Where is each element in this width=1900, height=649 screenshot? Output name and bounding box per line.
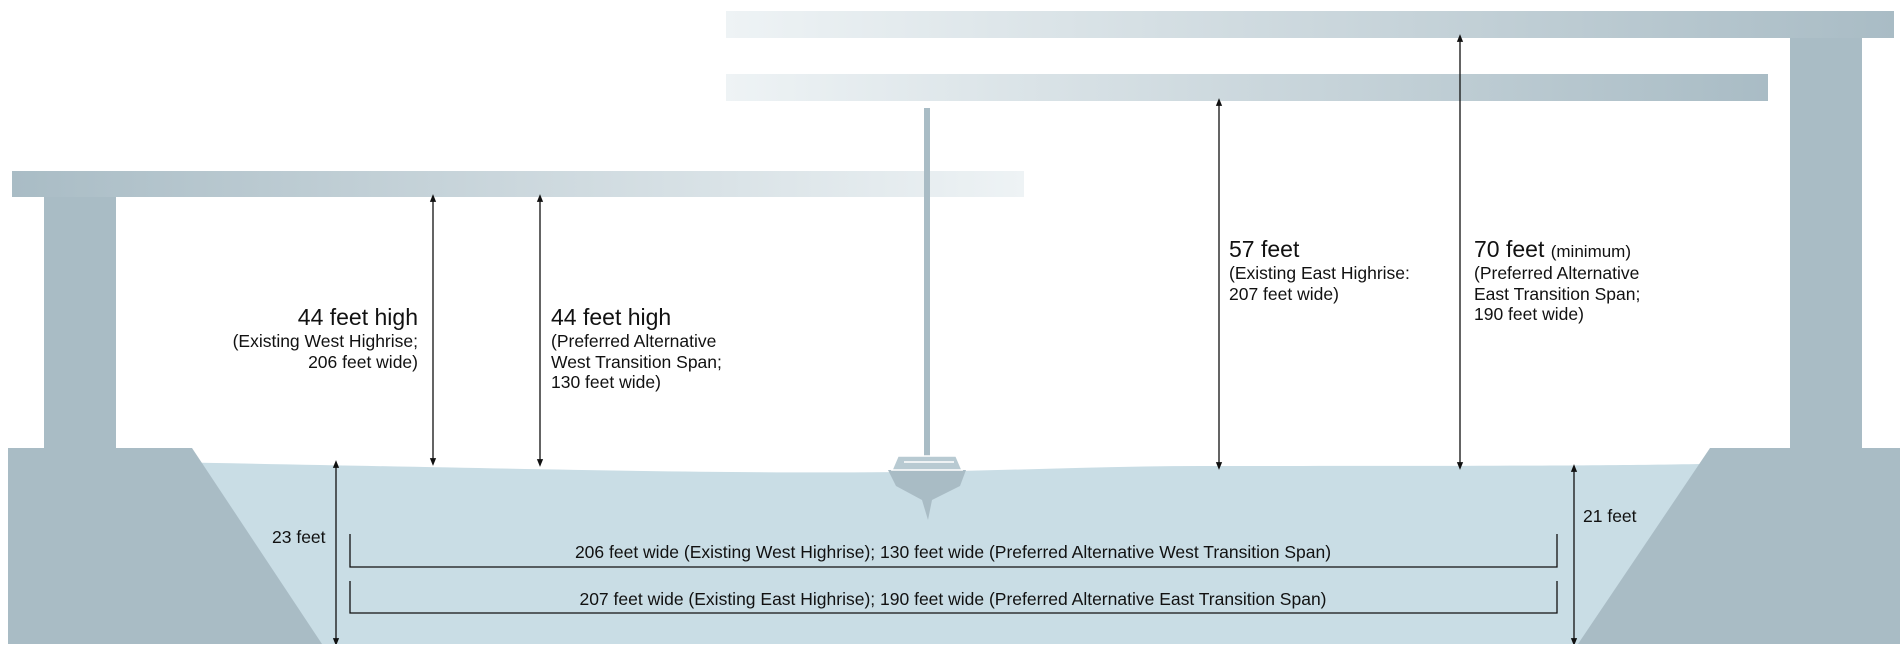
sailboat-icon bbox=[888, 108, 966, 520]
west-existing-detail-2: 206 feet wide) bbox=[308, 351, 418, 372]
east-upper-deck bbox=[726, 11, 1894, 38]
west-width-bracket bbox=[349, 534, 1558, 568]
water bbox=[160, 462, 1720, 644]
west-preferred-detail-1: (Preferred Alternative bbox=[551, 331, 717, 352]
east-preferred-detail-3: 190 feet wide) bbox=[1474, 304, 1584, 325]
east-preferred-detail-2: East Transition Span; bbox=[1474, 283, 1641, 304]
west-preferred-detail-3: 130 feet wide) bbox=[551, 372, 661, 393]
east-preferred-clearance-label: 70 feet (minimum) (Preferred Alternative… bbox=[1474, 236, 1734, 325]
west-preferred-headline: 44 feet high bbox=[551, 304, 672, 330]
east-preferred-headline: 70 feet bbox=[1474, 236, 1545, 262]
west-preferred-detail-2: West Transition Span; bbox=[551, 351, 722, 372]
west-existing-detail-1: (Existing West Highrise; bbox=[232, 331, 418, 352]
east-existing-detail-2: 207 feet wide) bbox=[1229, 283, 1339, 304]
east-bank bbox=[1578, 448, 1900, 644]
east-lower-deck bbox=[726, 74, 1768, 101]
east-preferred-detail-1: (Preferred Alternative bbox=[1474, 263, 1640, 284]
east-pier bbox=[1790, 24, 1862, 450]
west-deck bbox=[12, 171, 1024, 197]
west-preferred-clearance-label: 44 feet high (Preferred Alternative West… bbox=[551, 304, 851, 393]
west-pier bbox=[44, 190, 116, 450]
west-existing-clearance-label: 44 feet high (Existing West Highrise; 20… bbox=[120, 304, 418, 372]
west-bank bbox=[8, 448, 322, 644]
east-existing-detail-1: (Existing East Highrise: bbox=[1229, 263, 1410, 284]
east-width-bracket bbox=[349, 581, 1558, 614]
west-width-label: 206 feet wide (Existing West Highrise); … bbox=[574, 542, 1332, 562]
west-depth-label: 23 feet bbox=[272, 527, 326, 547]
east-existing-headline: 57 feet bbox=[1229, 236, 1300, 262]
east-preferred-headline-line: 70 feet (minimum) bbox=[1474, 236, 1734, 263]
east-depth-label: 21 feet bbox=[1583, 506, 1637, 526]
east-existing-clearance-label: 57 feet (Existing East Highrise: 207 fee… bbox=[1229, 236, 1489, 304]
east-preferred-qualifier: (minimum) bbox=[1550, 242, 1632, 261]
east-width-label: 207 feet wide (Existing East Highrise); … bbox=[579, 589, 1327, 609]
west-existing-headline: 44 feet high bbox=[297, 304, 418, 330]
